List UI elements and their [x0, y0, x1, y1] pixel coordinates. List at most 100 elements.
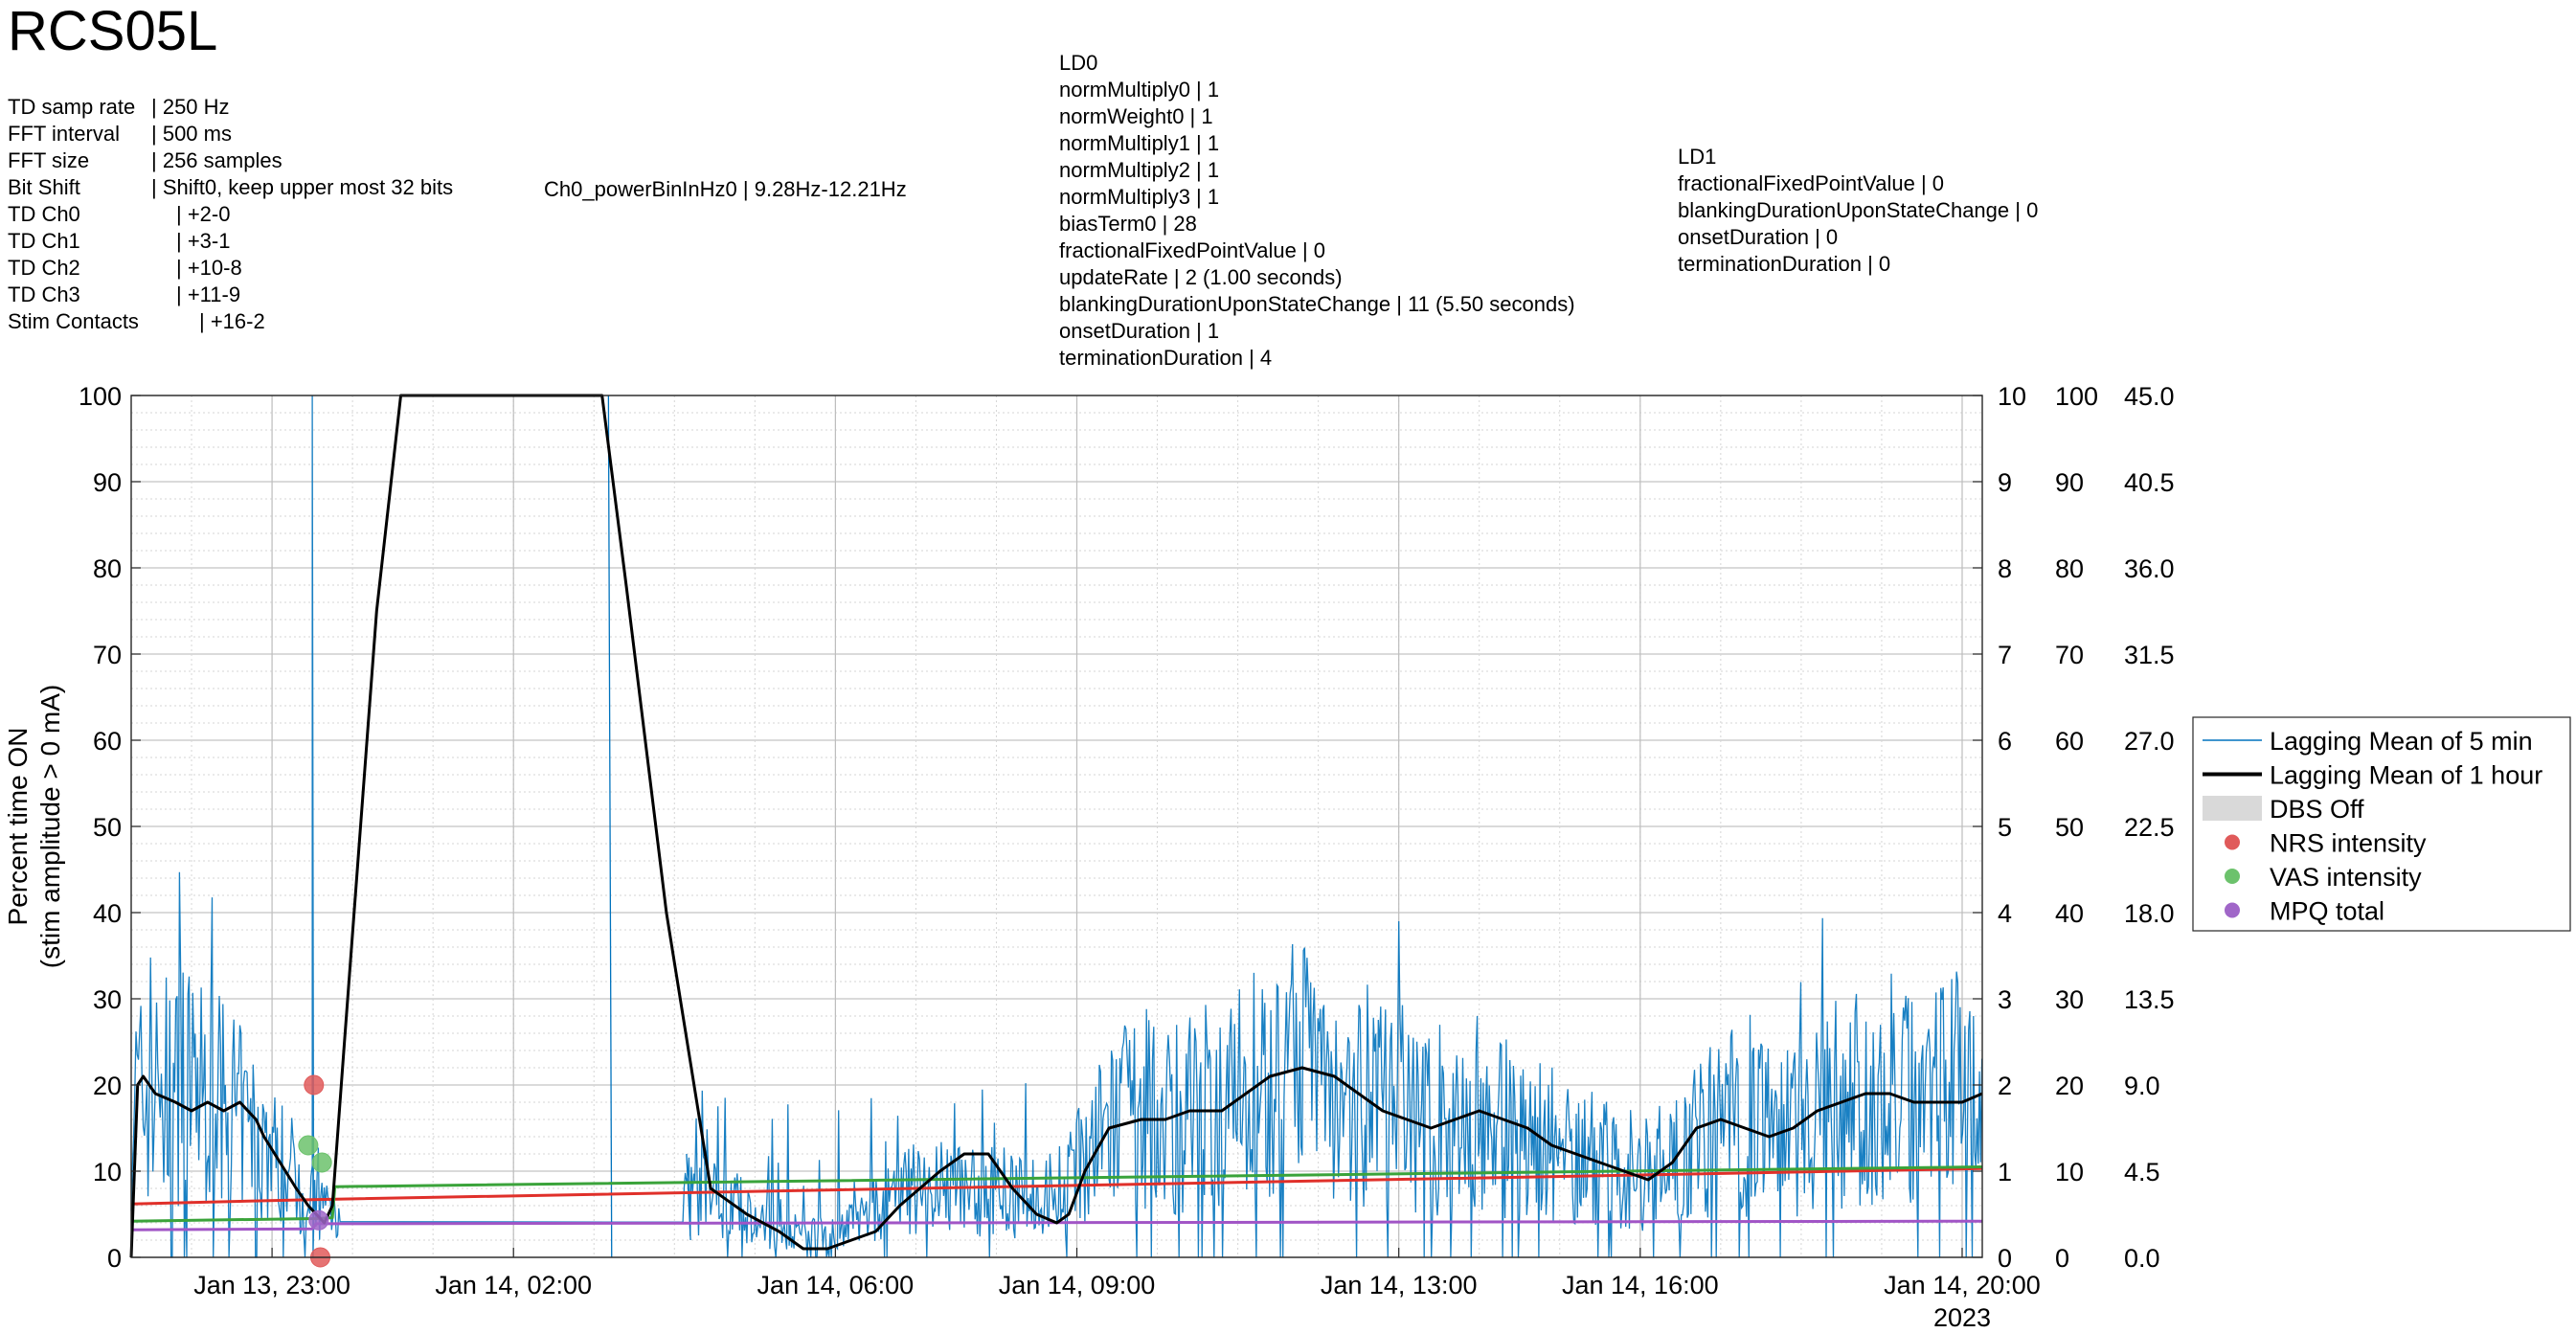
td-setting-value: | 250 Hz [151, 95, 230, 119]
right-y-tick-label: 0 [1998, 1244, 2012, 1273]
right-y-tick-label: 6 [1998, 727, 2012, 756]
ld0-setting-line: updateRate | 2 (1.00 seconds) [1059, 265, 1343, 289]
x-tick-label: Jan 14, 02:00 [435, 1271, 592, 1299]
ld0-setting-line: normMultiply0 | 1 [1059, 78, 1220, 102]
ld0-setting-line: terminationDuration | 4 [1059, 346, 1273, 370]
td-setting-value: | +3-1 [176, 229, 231, 253]
legend-label: Lagging Mean of 5 min [2270, 727, 2533, 756]
td-setting-row: TD samp rate | 250 Hz [8, 94, 544, 121]
marker-nrs-intensity [304, 1074, 325, 1096]
right-y-tick-label: 70 [2055, 641, 2084, 669]
x-tick-label: Jan 14, 13:00 [1321, 1271, 1478, 1299]
y-tick-label: 10 [93, 1158, 122, 1186]
td-setting-key: TD Ch3 [8, 282, 80, 306]
y-tick-label: 50 [93, 813, 122, 842]
x-tick-label: Jan 14, 06:00 [757, 1271, 915, 1299]
series-line-nrs-intensity [130, 1166, 1983, 1206]
right-y-tick-label: 0.0 [2124, 1244, 2160, 1273]
y-tick-label: 100 [79, 382, 122, 411]
td-setting-value: | +10-8 [176, 256, 242, 280]
td-setting-key: Stim Contacts [8, 309, 139, 333]
td-setting-key: TD Ch2 [8, 256, 80, 280]
td-setting-row: TD Ch3 | +11-9 [8, 282, 544, 308]
right-y-tick-label: 8 [1998, 554, 2012, 583]
ld1-setting-line: onsetDuration | 0 [1678, 225, 1839, 249]
x-year-label: 2023 [1933, 1303, 1991, 1332]
td-setting-key: FFT size [8, 148, 90, 172]
ld0-setting-line: normMultiply1 | 1 [1059, 131, 1220, 155]
right-y-tick-label: 50 [2055, 813, 2084, 842]
td-setting-value: | +11-9 [176, 282, 241, 306]
marker-vas-intensity [298, 1135, 319, 1156]
right-y-tick-label: 7 [1998, 641, 2012, 669]
x-tick-label: Jan 14, 16:00 [1562, 1271, 1719, 1299]
ld0-setting-line: normMultiply3 | 1 [1059, 185, 1220, 209]
right-y-tick-label: 0 [2055, 1244, 2069, 1273]
td-setting-value: | 500 ms [151, 122, 232, 146]
right-y-tick-label: 2 [1998, 1072, 2012, 1100]
td-setting-row: TD Ch1 | +3-1 [8, 228, 544, 255]
td-setting-value: | 256 samples [151, 148, 282, 172]
td-setting-key: TD Ch0 [8, 202, 80, 226]
power-bin-label: Ch0_powerBinInHz0 | 9.28Hz-12.21Hz [544, 177, 907, 201]
td-setting-row: TD Ch0 | +2-0 [8, 201, 544, 228]
right-y-tick-label: 3 [1998, 985, 2012, 1014]
right-y-tick-label: 40 [2055, 899, 2084, 928]
chart-title: RCS05L [8, 0, 218, 62]
right-y-tick-label: 1 [1998, 1158, 2012, 1186]
x-tick-label: Jan 14, 09:00 [999, 1271, 1156, 1299]
td-setting-value: | Shift0, keep upper most 32 bits [151, 175, 454, 199]
y-axis-label-line: (stim amplitude > 0 mA) [35, 685, 65, 968]
td-setting-row: Stim Contacts | +16-2 [8, 308, 544, 335]
right-y-tick-label: 10 [1998, 382, 2026, 411]
y-axis-label-line: Percent time ON [3, 728, 33, 926]
legend-box [2192, 716, 2571, 932]
ld0-setting-line: normWeight0 | 1 [1059, 104, 1213, 128]
right-y-tick-label: 20 [2055, 1072, 2084, 1100]
legend-label: VAS intensity [2270, 863, 2422, 892]
legend-swatch-nrs-intensity [2225, 834, 2240, 850]
right-y-tick-label: 13.5 [2124, 985, 2175, 1014]
right-y-tick-label: 60 [2055, 727, 2084, 756]
y-tick-label: 20 [93, 1072, 122, 1100]
legend-swatch-mpq-total [2225, 902, 2240, 918]
right-y-tick-label: 9.0 [2124, 1072, 2160, 1100]
ld0-settings-block: LD0 normMultiply0 | 1 normWeight0 | 1 normM… [1059, 50, 1575, 372]
right-y-tick-label: 100 [2055, 382, 2098, 411]
ld1-setting-line: LD1 [1678, 145, 1717, 169]
td-setting-row: FFT interval | 500 ms [8, 121, 544, 147]
td-setting-row: Bit Shift | Shift0, keep upper most 32 bi… [8, 174, 544, 201]
ld0-setting-line: LD0 [1059, 51, 1098, 75]
marker-vas-intensity [311, 1152, 332, 1173]
right-y-tick-label: 80 [2055, 554, 2084, 583]
x-tick-label: Jan 14, 20:00 [1884, 1271, 2041, 1299]
y-tick-label: 0 [107, 1244, 122, 1273]
series-line-lagging-mean-of-1-hour [129, 394, 1983, 1258]
td-settings-block: TD samp rate | 250 Hz FFT interval | 500 ms… [8, 94, 544, 335]
right-y-tick-label: 4 [1998, 899, 2012, 928]
td-setting-value: | +2-0 [176, 202, 231, 226]
ld0-setting-line: biasTerm0 | 28 [1059, 212, 1197, 236]
x-tick-label: Jan 13, 23:00 [193, 1271, 350, 1299]
right-y-tick-label: 31.5 [2124, 641, 2175, 669]
y-tick-label: 70 [93, 641, 122, 669]
td-setting-key: Bit Shift [8, 175, 80, 199]
y-tick-label: 60 [93, 727, 122, 756]
series-spike-5min [607, 395, 691, 1258]
right-y-tick-label: 5 [1998, 813, 2012, 842]
ld0-setting-line: normMultiply2 | 1 [1059, 158, 1220, 182]
right-y-tick-label: 22.5 [2124, 813, 2175, 842]
legend-label: Lagging Mean of 1 hour [2270, 761, 2542, 790]
y-tick-label: 30 [93, 985, 122, 1014]
right-y-tick-label: 27.0 [2124, 727, 2175, 756]
y-tick-label: 90 [93, 468, 122, 497]
marker-mpq-total [308, 1209, 329, 1231]
right-y-tick-label: 18.0 [2124, 899, 2175, 928]
right-y-tick-label: 36.0 [2124, 554, 2175, 583]
ld1-setting-line: fractionalFixedPointValue | 0 [1678, 171, 1945, 195]
legend-swatch-dbs-off [2203, 796, 2262, 821]
right-y-tick-label: 10 [2055, 1158, 2084, 1186]
y-axis-label: Percent time ON (stim amplitude > 0 mA) [3, 685, 65, 968]
series-line-vas-intensity [130, 1165, 1983, 1223]
